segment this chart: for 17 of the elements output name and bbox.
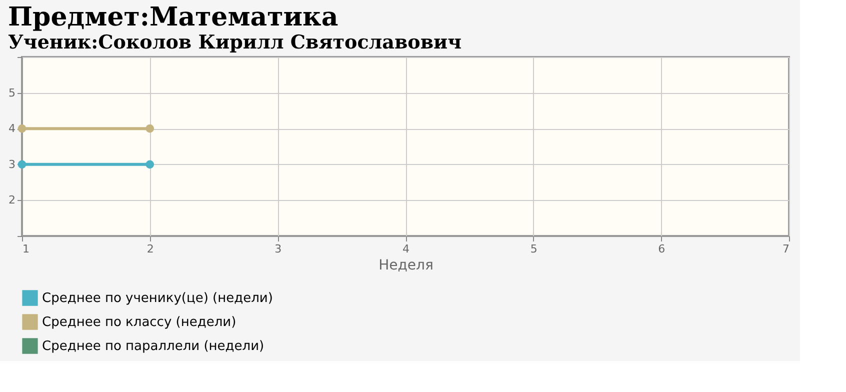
legend-label: Среднее по ученику(це) (недели) — [42, 291, 273, 306]
x-axis-title: Неделя — [378, 258, 434, 274]
legend-label: Среднее по параллели (недели) — [42, 339, 264, 354]
x-tick-label: 7 — [782, 242, 790, 256]
y-tick-label: 5 — [8, 86, 16, 100]
x-tick-label: 2 — [146, 242, 154, 256]
chart-subtitle: Ученик:Соколов Кирилл Святославович — [8, 32, 462, 54]
x-tick-label: 1 — [22, 242, 30, 256]
y-tick-label: 2 — [8, 194, 16, 207]
y-tick-label: 4 — [8, 122, 16, 136]
x-tick-label: 5 — [530, 242, 538, 256]
chart-title: Предмет:Математика — [8, 2, 338, 32]
y-tick-label: 3 — [8, 158, 16, 171]
x-tick-label: 3 — [274, 242, 282, 256]
legend-label: Среднее по классу (недели) — [42, 315, 236, 330]
x-tick-label: 6 — [658, 242, 666, 256]
x-tick-label: 4 — [402, 242, 410, 256]
